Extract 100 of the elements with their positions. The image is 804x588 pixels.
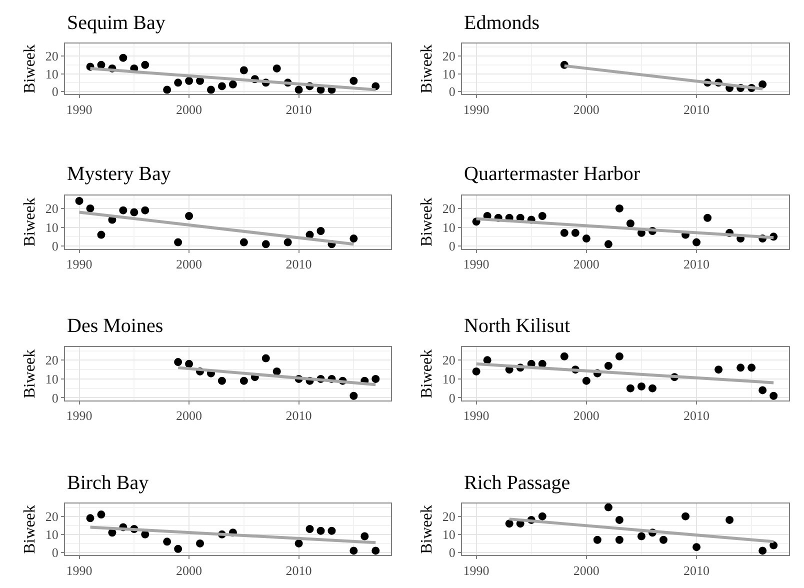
point [141, 60, 150, 69]
point [604, 240, 612, 248]
y-axis-title: Biweek [418, 505, 436, 554]
y-tick-label: 0 [52, 84, 58, 100]
point [174, 78, 182, 87]
x-tick-label: 1990 [463, 562, 490, 578]
point [714, 366, 723, 374]
point [637, 532, 646, 540]
point [196, 539, 204, 548]
point [538, 212, 546, 220]
y-axis-title: Biweek [21, 349, 38, 398]
point [185, 76, 194, 85]
point [316, 227, 325, 236]
x-tick-label: 1990 [66, 256, 92, 272]
x-tick-label: 2000 [573, 562, 600, 578]
point [615, 352, 624, 360]
point [163, 538, 172, 546]
point [284, 238, 292, 246]
point [119, 206, 128, 214]
y-axis-title: Biweek [21, 198, 38, 247]
point [262, 240, 270, 248]
point [130, 208, 138, 216]
x-tick-label: 2000 [573, 102, 600, 117]
point [659, 536, 668, 544]
y-tick-label: 0 [448, 390, 456, 406]
y-axis-title: Biweek [418, 44, 436, 94]
point [582, 376, 590, 385]
y-tick-label: 20 [45, 508, 58, 524]
point [615, 516, 624, 524]
point [604, 362, 612, 370]
point [119, 54, 128, 62]
x-tick-label: 2000 [176, 408, 202, 424]
y-axis-title: Biweek [21, 44, 38, 94]
x-tick-label: 2010 [286, 408, 312, 424]
y-tick-label: 0 [448, 84, 456, 100]
point [560, 228, 568, 237]
y-tick-label: 0 [52, 238, 58, 254]
chart-title: North Kilisut [464, 315, 571, 337]
point [560, 352, 568, 360]
x-tick-label: 2010 [684, 408, 710, 424]
point [206, 86, 215, 94]
point [350, 546, 358, 555]
point [682, 512, 690, 520]
chart-title: Rich Passage [464, 472, 570, 494]
point [704, 214, 712, 222]
x-tick-label: 1990 [463, 408, 490, 424]
point [770, 392, 778, 400]
y-tick-label: 0 [448, 238, 456, 254]
point [228, 80, 237, 88]
x-tick-label: 1990 [463, 102, 490, 117]
point [185, 360, 194, 368]
point [163, 86, 172, 94]
point [262, 354, 270, 362]
point [538, 512, 546, 520]
point [294, 539, 303, 548]
point [604, 503, 612, 512]
point [328, 526, 336, 535]
point [758, 546, 767, 555]
point [97, 230, 106, 239]
chart-title: Sequim Bay [67, 12, 166, 34]
y-tick-label: 10 [442, 66, 456, 82]
point [86, 514, 94, 522]
point [350, 76, 358, 85]
x-tick-label: 2010 [286, 562, 312, 578]
point [637, 382, 646, 390]
y-tick-label: 10 [45, 526, 58, 542]
point [272, 367, 281, 376]
y-tick-label: 10 [442, 220, 456, 235]
x-tick-label: 2000 [573, 408, 600, 424]
chart-title: Birch Bay [67, 472, 149, 494]
chart-title: Quartermaster Harbor [464, 163, 640, 185]
x-tick-label: 2010 [684, 102, 710, 117]
y-tick-label: 20 [442, 48, 456, 64]
point [692, 543, 701, 552]
point [692, 238, 701, 246]
y-tick-label: 20 [442, 352, 456, 368]
point [141, 206, 150, 214]
point [294, 86, 303, 94]
point [75, 196, 84, 205]
point [86, 204, 94, 212]
y-tick-label: 10 [45, 66, 58, 82]
point [726, 516, 734, 524]
y-tick-label: 20 [45, 201, 58, 216]
point [626, 220, 634, 228]
point [571, 228, 580, 237]
point [758, 80, 767, 88]
point [372, 374, 380, 383]
y-tick-label: 10 [442, 526, 456, 542]
point [174, 544, 182, 553]
x-tick-label: 2000 [573, 256, 600, 272]
point [736, 364, 745, 372]
point [306, 525, 314, 534]
y-axis-title: Biweek [21, 505, 38, 554]
y-tick-label: 0 [448, 545, 456, 560]
chart-title: Des Moines [67, 315, 164, 337]
chart-title: Mystery Bay [67, 163, 171, 185]
x-tick-label: 2010 [286, 102, 312, 117]
y-tick-label: 10 [442, 372, 456, 387]
y-axis-title: Biweek [418, 349, 436, 398]
y-axis-title: Biweek [418, 198, 436, 247]
